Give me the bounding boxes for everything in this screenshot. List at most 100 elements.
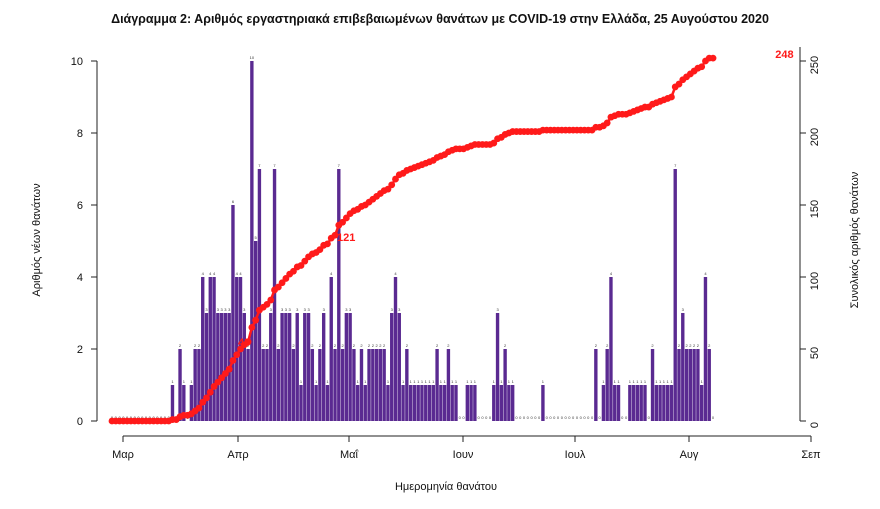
bar-value-label: 3 <box>496 307 499 312</box>
bar-value-label: 1 <box>440 379 443 384</box>
bar-value-label: 1 <box>300 379 303 384</box>
bar-value-label: 3 <box>398 307 401 312</box>
bar-value-label: 0 <box>625 415 628 420</box>
bar <box>344 313 349 421</box>
bar <box>677 349 681 421</box>
bar <box>650 349 655 421</box>
x-tick-label: Μαΐ <box>340 449 359 461</box>
bar <box>182 385 186 421</box>
y-left-tick-label: 6 <box>77 200 83 212</box>
bar-value-label: 0 <box>462 415 465 420</box>
bar-value-label: 2 <box>194 343 197 348</box>
bar <box>378 349 383 421</box>
bar <box>507 385 511 421</box>
bar-value-label: 0 <box>587 415 590 420</box>
bar <box>193 349 197 421</box>
bar <box>223 313 228 421</box>
bar <box>374 349 379 421</box>
cumulative-point <box>233 351 241 359</box>
bar-value-label: 2 <box>406 343 409 348</box>
bar-value-label: 1 <box>640 379 643 384</box>
bar <box>340 349 345 421</box>
y-left-tick-label: 8 <box>77 128 83 140</box>
bar-value-label: 1 <box>425 379 428 384</box>
bar-value-label: 1 <box>326 379 329 384</box>
bar <box>253 241 258 421</box>
bar <box>439 385 443 421</box>
bar-value-label: 0 <box>599 415 602 420</box>
bar-value-label: 1 <box>171 379 174 384</box>
bar <box>601 385 606 421</box>
bar-value-label: 2 <box>375 343 378 348</box>
bar <box>284 313 288 421</box>
bar-value-label: 2 <box>447 343 450 348</box>
cumulative-point <box>195 404 203 412</box>
bar-value-label: 0 <box>591 415 594 420</box>
bar-value-label: 0 <box>534 415 537 420</box>
bar-value-label: 1 <box>617 379 620 384</box>
bar <box>408 385 413 421</box>
cumulative-callout: 121 <box>337 232 355 244</box>
bar <box>367 349 371 421</box>
bar-value-label: 4 <box>704 271 707 276</box>
bar-value-label: 1 <box>413 379 416 384</box>
bar <box>707 349 711 421</box>
bar-value-label: 0 <box>111 415 114 420</box>
bar-value-label: 2 <box>372 343 375 348</box>
bar-value-label: 1 <box>602 379 605 384</box>
cumulative-point <box>331 231 339 239</box>
bar-value-label: 4 <box>330 271 333 276</box>
bar <box>189 385 194 421</box>
bar-value-label: 2 <box>595 343 598 348</box>
bar-value-label: 0 <box>530 415 533 420</box>
cumulative-point <box>252 316 260 324</box>
bar <box>635 385 640 421</box>
bar <box>291 349 296 421</box>
bar <box>616 385 621 421</box>
bar-value-label: 3 <box>304 307 307 312</box>
chart-title: Διάγραμμα 2: Αριθμός εργαστηριακά επιβεβ… <box>111 12 769 26</box>
bar-value-label: 2 <box>266 343 269 348</box>
bar-value-label: 6 <box>232 199 235 204</box>
bar-value-label: 1 <box>432 379 435 384</box>
y-right-tick-label: 0 <box>809 422 821 428</box>
bar-value-label: 1 <box>663 379 666 384</box>
bar-value-label: 0 <box>712 415 715 420</box>
bar-value-label: 0 <box>580 415 583 420</box>
bar-value-label: 0 <box>149 415 152 420</box>
bar <box>688 349 693 421</box>
bar-value-label: 2 <box>504 343 507 348</box>
bar <box>442 385 447 421</box>
y-left-tick-label: 4 <box>77 272 83 284</box>
bar-value-label: 3 <box>349 307 352 312</box>
bar <box>465 385 470 421</box>
bar <box>204 313 209 421</box>
x-axis-label: Ημερομηνία θανάτου <box>395 481 497 493</box>
bar-value-label: 1 <box>451 379 454 384</box>
bar-value-label: 1 <box>364 379 367 384</box>
bar-value-label: 2 <box>334 343 337 348</box>
cumulative-point <box>225 365 233 373</box>
bar-value-label: 1 <box>315 379 318 384</box>
bar <box>371 349 375 421</box>
bar <box>216 313 220 421</box>
bar-value-label: 1 <box>421 379 424 384</box>
bar-value-label: 10 <box>250 55 255 60</box>
bar-value-label: 0 <box>523 415 526 420</box>
bar <box>287 313 292 421</box>
x-tick-label: Απρ <box>227 449 248 461</box>
bar <box>510 385 515 421</box>
cumulative-point <box>248 324 256 331</box>
y-right-tick-label: 50 <box>809 347 821 359</box>
bar-value-label: 4 <box>202 271 205 276</box>
bar-value-label: 1 <box>190 379 193 384</box>
cumulative-point <box>229 357 237 364</box>
bar-value-label: 2 <box>379 343 382 348</box>
cumulative-callout: 48 <box>238 337 250 349</box>
bar-value-label: 0 <box>156 415 159 420</box>
bar-value-label: 0 <box>561 415 564 420</box>
cumulative-point <box>388 181 396 189</box>
y-right-axis-label: Συνολικός αριθμός θανάτων <box>849 171 861 308</box>
bar-value-label: 3 <box>270 307 273 312</box>
bar <box>499 385 504 421</box>
